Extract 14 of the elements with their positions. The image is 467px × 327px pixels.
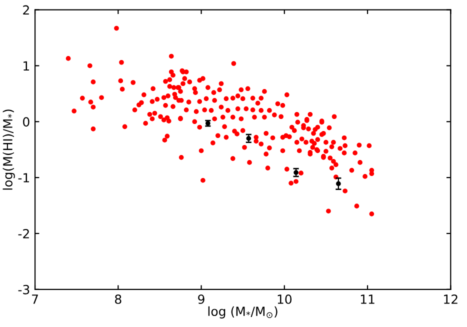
x-tick-label: 9	[198, 294, 204, 304]
x-tick-label: 11	[360, 294, 374, 304]
x-axis-title: log (M$_{*}$/M$_{⊙}$)	[208, 306, 278, 318]
x-tick-label: 10	[278, 294, 292, 304]
y-tick-label: -1	[18, 173, 30, 182]
x-tick-label: 12	[444, 294, 458, 304]
y-tick-label: -2	[18, 228, 29, 238]
y-tick-label: -3	[18, 284, 30, 294]
y-tick-label: 0	[23, 117, 30, 127]
y-tick-label: 1	[24, 61, 30, 70]
y-axis-title: log(M(HI)/M$_{*}$)	[2, 110, 15, 190]
y-tick-label: 2	[23, 5, 29, 15]
x-tick-label: 7	[32, 294, 38, 304]
x-tick-label: 8	[115, 294, 122, 304]
